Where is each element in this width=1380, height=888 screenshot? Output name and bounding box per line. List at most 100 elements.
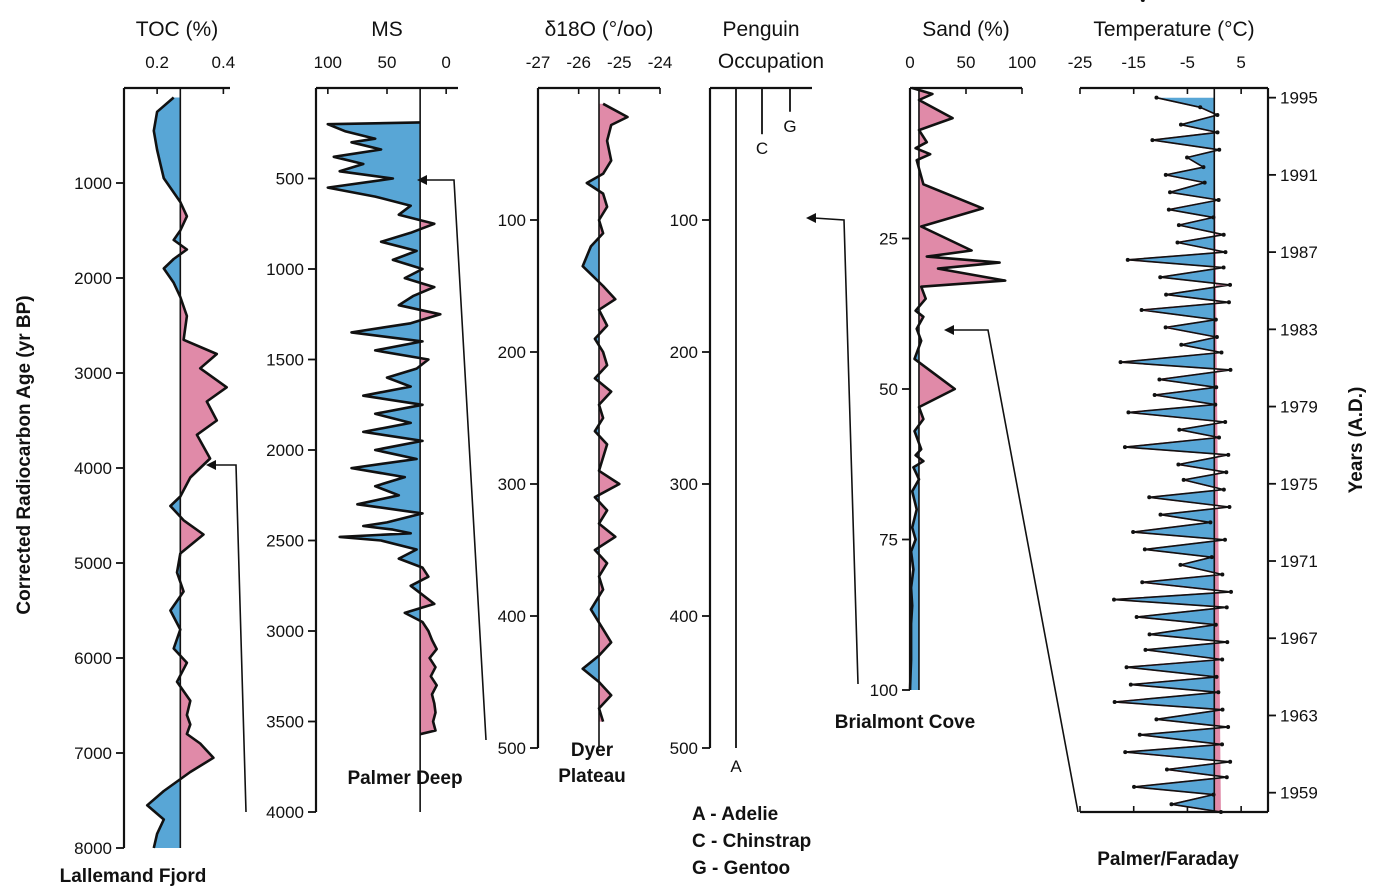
temp-point-59 — [1112, 597, 1117, 602]
temp-point-66 — [1220, 657, 1225, 662]
panel-title-0: TOC (%) — [136, 18, 218, 41]
temp-point-71 — [1112, 699, 1117, 704]
y-tick-label-5-9: 1995 — [1280, 89, 1318, 108]
temp-point-24 — [1226, 300, 1231, 305]
temp-point-11 — [1168, 190, 1173, 195]
penguin-legend: A - Adelie C - Chinstrap G - Gentoo — [692, 804, 811, 879]
site-name-0: Lallemand Fjord — [60, 866, 207, 887]
y-tick-label-5-8: 1991 — [1280, 166, 1318, 185]
temp-point-42 — [1226, 452, 1231, 457]
y-tick-label-1-2: 1500 — [266, 351, 304, 370]
y-tick-label-0-0: 1000 — [74, 174, 112, 193]
y-tick-label-4-3: 100 — [870, 681, 898, 700]
y-tick-label-4-2: 75 — [879, 531, 898, 550]
temp-point-43 — [1176, 462, 1181, 467]
temp-point-69 — [1128, 682, 1133, 687]
left-y-axis-label: Corrected Radiocarbon Age (yr BP) — [14, 295, 35, 614]
temp-point-74 — [1226, 725, 1231, 730]
y-tick-label-5-1: 1963 — [1280, 706, 1318, 725]
legend-gentoo: G - Gentoo — [692, 858, 790, 879]
temp-point-83 — [1169, 802, 1174, 807]
temp-point-18 — [1223, 250, 1228, 255]
temp-point-38 — [1223, 420, 1228, 425]
y-tick-label-2-1: 200 — [498, 343, 526, 362]
temp-point-36 — [1213, 402, 1218, 407]
y-tick-label-2-3: 400 — [498, 607, 526, 626]
y-tick-label-5-3: 1971 — [1280, 552, 1318, 571]
arrow-head-3 — [806, 213, 816, 223]
temp-point-4 — [1215, 130, 1220, 135]
temp-point-56 — [1220, 572, 1225, 577]
temp-point-48 — [1227, 504, 1232, 509]
x-tick-label-0-0: 0.2 — [145, 53, 169, 72]
temp-point-70 — [1216, 690, 1221, 695]
temp-point-49 — [1158, 512, 1163, 517]
temp-point-12 — [1216, 197, 1221, 202]
temp-point-73 — [1154, 717, 1159, 722]
arrow-heads — [206, 175, 954, 470]
x-tick-label-2-1: -26 — [566, 53, 591, 72]
x-tick-label-1-1: 50 — [378, 53, 397, 72]
temp-point-50 — [1208, 520, 1213, 525]
temp-point-64 — [1225, 640, 1230, 645]
y-tick-label-0-1: 2000 — [74, 269, 112, 288]
temp-point-32 — [1228, 367, 1233, 372]
y-tick-label-3-0: 100 — [670, 211, 698, 230]
y-tick-label-0-3: 4000 — [74, 459, 112, 478]
temp-point-80 — [1224, 775, 1229, 780]
y-tick-label-1-1: 1000 — [266, 260, 304, 279]
y-tick-label-0-5: 6000 — [74, 649, 112, 668]
y-tick-label-5-2: 1967 — [1280, 629, 1318, 648]
y-tick-label-1-4: 2500 — [266, 532, 304, 551]
temp-point-28 — [1214, 335, 1219, 340]
temp-point-19 — [1125, 257, 1130, 262]
area-below-5 — [1114, 97, 1215, 811]
temp-point-3 — [1178, 122, 1183, 127]
penguin-code-A: A — [730, 757, 742, 776]
x-tick-label-2-0: -27 — [526, 53, 551, 72]
temp-point-16 — [1221, 232, 1226, 237]
site-name-2-b: Plateau — [558, 766, 626, 787]
series-line-0 — [145, 96, 228, 849]
temp-point-57 — [1140, 580, 1145, 585]
temp-point-39 — [1177, 427, 1182, 432]
temp-point-81 — [1132, 784, 1137, 789]
arrow-faraday — [952, 329, 1079, 813]
x-tick-label-5-3: 5 — [1236, 53, 1245, 72]
y-tick-label-5-7: 1987 — [1280, 243, 1318, 262]
x-tick-label-5-0: -25 — [1068, 53, 1093, 72]
y-tick-label-3-3: 400 — [670, 607, 698, 626]
y-tick-label-3-4: 500 — [670, 739, 698, 758]
temp-point-0 — [1154, 95, 1159, 100]
arrow-head-2 — [417, 175, 427, 185]
x-tick-label-4-1: 50 — [957, 53, 976, 72]
y-tick-label-5-5: 1979 — [1280, 398, 1318, 417]
y-tick-label-4-1: 50 — [879, 380, 898, 399]
temp-point-55 — [1178, 562, 1183, 567]
y-tick-label-2-0: 100 — [498, 211, 526, 230]
legend-adelie: A - Adelie — [692, 804, 778, 825]
temp-point-68 — [1214, 674, 1219, 679]
temp-point-29 — [1179, 342, 1184, 347]
temp-point-85 — [1140, 0, 1145, 2]
series-line-1 — [326, 121, 442, 736]
temp-point-79 — [1164, 767, 1169, 772]
y-tick-label-5-0: 1959 — [1280, 784, 1318, 803]
temp-point-65 — [1143, 647, 1148, 652]
series-line-4 — [908, 86, 1007, 691]
arrow-lallemand — [214, 464, 247, 813]
penguin-code-C: C — [756, 139, 768, 158]
y-tick-label-0-6: 7000 — [74, 744, 112, 763]
temp-point-62 — [1213, 622, 1218, 627]
temp-point-67 — [1124, 665, 1129, 670]
temp-point-60 — [1224, 605, 1229, 610]
temp-point-34 — [1214, 385, 1219, 390]
temp-point-52 — [1222, 537, 1227, 542]
y-tick-label-5-6: 1983 — [1280, 320, 1318, 339]
site-name-1: Palmer Deep — [347, 768, 462, 789]
x-tick-label-1-2: 0 — [441, 53, 450, 72]
temp-point-22 — [1228, 282, 1233, 287]
temp-point-53 — [1142, 547, 1147, 552]
temp-point-76 — [1220, 742, 1225, 747]
x-tick-label-5-1: -15 — [1121, 53, 1146, 72]
